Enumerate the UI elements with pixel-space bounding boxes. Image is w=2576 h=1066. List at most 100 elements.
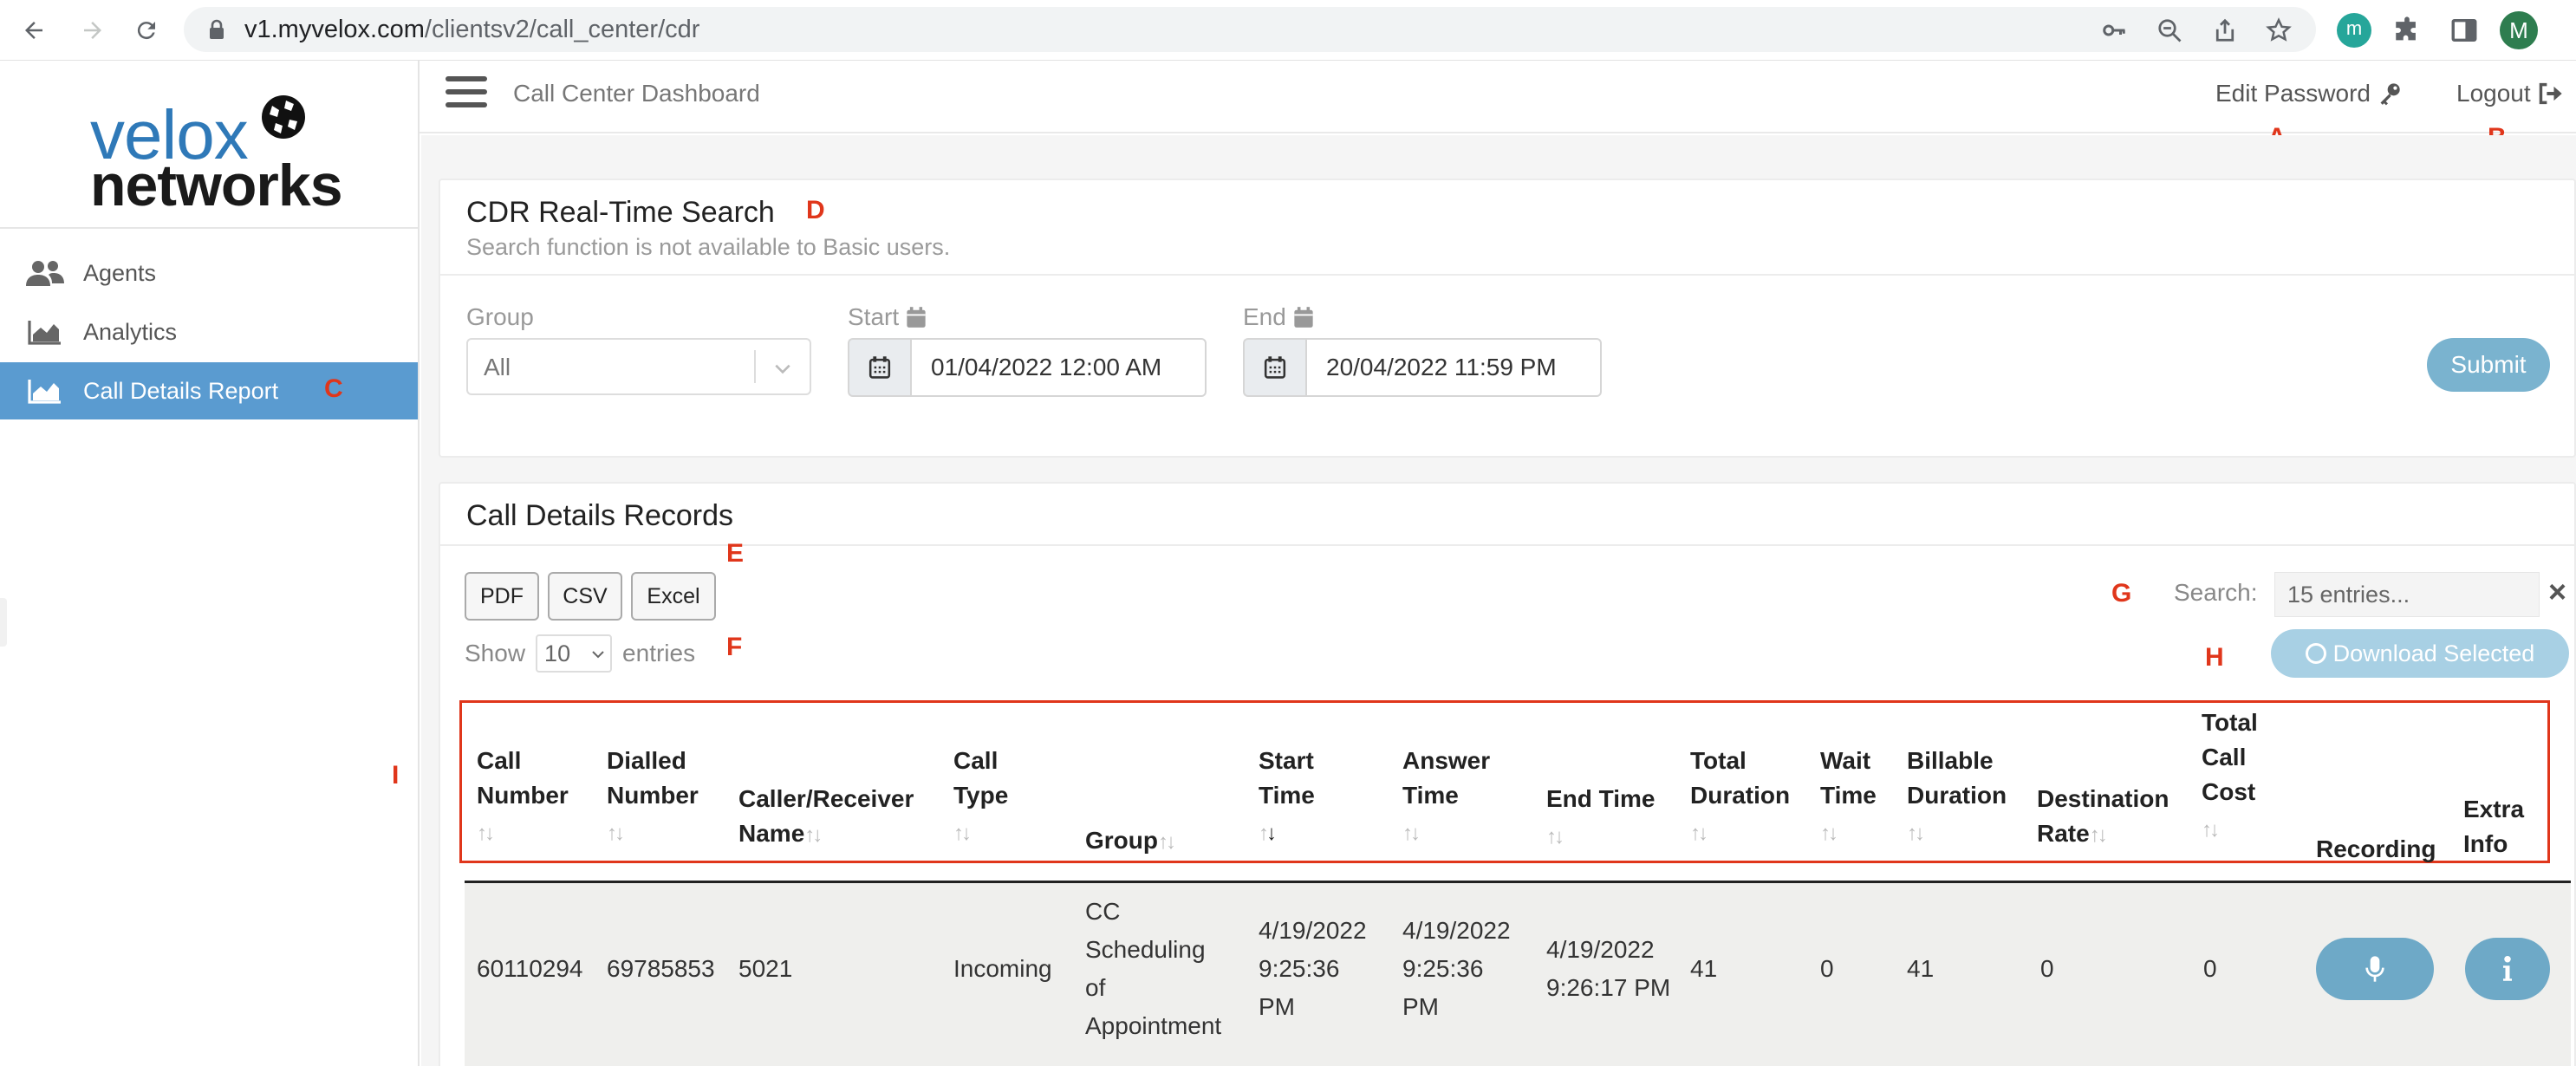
annotation-i: I [392,761,400,790]
column-header-wait-time[interactable]: Wait Time ↑↓ [1820,744,1877,851]
column-header-group[interactable]: Group↑↓ [1085,822,1176,861]
search-card-subtitle: Search function is not available to Basi… [466,234,951,260]
sort-icon: ↑↓ [477,822,495,845]
column-header-caller-receiver-name[interactable]: Caller/Receiver Name↑↓ [738,782,914,853]
column-header-call-type[interactable]: Call Type ↑↓ [953,744,1008,851]
logo-text-velox: velox [90,96,249,173]
edit-password-label: Edit Password [2215,80,2371,107]
key-icon[interactable] [2101,17,2127,43]
url-text: v1.myvelox.com/clientsv2/call_center/cdr [244,16,700,43]
side-panel-icon[interactable] [2449,16,2479,45]
extension-m-icon[interactable]: m [2337,13,2371,48]
group-label: Group [466,303,534,330]
sidebar-item-analytics[interactable]: Analytics [0,303,418,361]
page-title: Call Center Dashboard [513,80,760,107]
sort-icon: ↑↓ [1402,822,1421,845]
calendar-icon [868,356,891,379]
sidebar-scroll-handle[interactable] [0,598,7,647]
annotation-d: D [806,196,825,224]
column-header-recording: Recording [2316,835,2436,862]
forward-arrow-icon [84,22,101,39]
column-header-total-duration[interactable]: Total Duration ↑↓ [1690,744,1790,851]
globe-logo-icon [262,95,305,139]
sort-icon: ↑↓ [1158,830,1176,854]
end-label: End [1243,303,1314,331]
cell-caller-receiver: 5021 [738,955,793,982]
card-divider [440,274,2576,276]
logo-text-networks: networks [90,153,343,218]
search-card-title: CDR Real-Time Search [466,196,775,229]
column-header-total-call-cost[interactable]: Total Call Cost ↑↓ [2202,705,2258,848]
share-icon[interactable] [2212,17,2238,43]
column-header-end-time[interactable]: End Time ↑↓ [1546,782,1656,855]
column-header-answer-time[interactable]: Answer Time ↑↓ [1402,744,1490,851]
column-header-call-number[interactable]: Call Number ↑↓ [477,744,569,851]
address-bar[interactable]: v1.myvelox.com/clientsv2/call_center/cdr [184,7,2316,52]
back-button[interactable] [16,12,52,49]
sort-icon: ↑↓ [953,822,972,845]
export-csv-button[interactable]: CSV [548,572,622,621]
group-select[interactable]: All [466,338,811,395]
logout-link[interactable]: Logout [2456,80,2564,107]
browser-toolbar: v1.myvelox.com/clientsv2/call_center/cdr… [0,0,2576,61]
sort-icon: ↑↓ [1820,822,1838,845]
key-icon [2380,83,2400,106]
microphone-icon [2365,956,2384,982]
cell-group: CC Scheduling of Appointment [1085,898,1222,1039]
submit-button[interactable]: Submit [2427,338,2550,392]
chevron-down-icon [592,651,604,659]
sort-icon: ↑↓ [1546,825,1564,848]
end-datetime-input[interactable]: 20/04/2022 11:59 PM [1305,338,1602,397]
card-divider [440,544,2576,546]
sort-icon: ↑↓ [1907,822,1925,845]
page-length-select[interactable]: 10 [536,634,613,673]
column-header-billable-duration[interactable]: Billable Duration ↑↓ [1907,744,2007,851]
download-selected-button[interactable]: Download Selected [2271,629,2569,678]
start-label: Start [848,303,927,331]
reload-button[interactable] [128,12,165,49]
end-calendar-button[interactable] [1243,338,1305,397]
sidebar-item-agents[interactable]: Agents [0,244,418,302]
show-label: Show [465,640,526,666]
reload-icon [137,22,155,40]
clear-search-icon[interactable]: × [2548,574,2567,609]
cdr-search-card: CDR Real-Time Search Search function is … [439,179,2576,458]
annotation-e: E [726,539,745,568]
start-calendar-button[interactable] [848,338,910,397]
extra-info-button[interactable] [2465,938,2550,1000]
end-datetime-group: 20/04/2022 11:59 PM [1243,338,1602,397]
calendar-icon [1294,307,1313,328]
extensions-puzzle-icon[interactable] [2392,16,2422,45]
start-datetime-input[interactable]: 01/04/2022 12:00 AM [910,338,1207,397]
export-pdf-button[interactable]: PDF [465,572,539,621]
sidebar-item-label: Analytics [83,318,178,345]
table-search-input[interactable]: 15 entries... [2274,572,2540,617]
annotation-g: G [2111,579,2132,608]
forward-button[interactable] [75,12,111,49]
profile-avatar[interactable]: M [2500,11,2538,49]
bookmark-star-icon[interactable] [2266,17,2292,43]
calendar-icon [907,307,926,328]
recording-button[interactable] [2316,938,2434,1000]
column-header-start-time[interactable]: Start Time ↑↓ [1259,744,1315,851]
column-header-dialled-number[interactable]: Dialled Number ↑↓ [607,744,699,851]
hamburger-menu-icon[interactable] [446,76,487,114]
zoom-out-icon[interactable] [2156,17,2182,43]
select-separator [754,350,756,383]
sidebar-item-call-details-report[interactable]: Call Details Report [0,362,418,419]
export-excel-button[interactable]: Excel [631,572,716,621]
cell-total-duration: 41 [1690,955,1718,982]
velox-networks-logo[interactable]: velox networks [87,92,347,218]
sidebar-divider [0,227,418,229]
calendar-icon [1264,356,1286,379]
cell-call-number: 60110294 [477,955,583,982]
cell-answer-time: 4/19/2022 9:25:36 PM [1402,917,1511,1020]
sort-descending-icon: ↑↓ [1259,822,1277,845]
sidebar: velox networks Agents Analytics Call Det… [0,61,420,1066]
column-header-destination-rate[interactable]: Destination Rate↑↓ [2037,782,2169,853]
table-row[interactable] [465,883,2571,1066]
table-header-highlight [459,700,2550,863]
users-icon [26,259,64,287]
spinner-icon [2305,643,2326,664]
edit-password-link[interactable]: Edit Password [2215,80,2402,107]
